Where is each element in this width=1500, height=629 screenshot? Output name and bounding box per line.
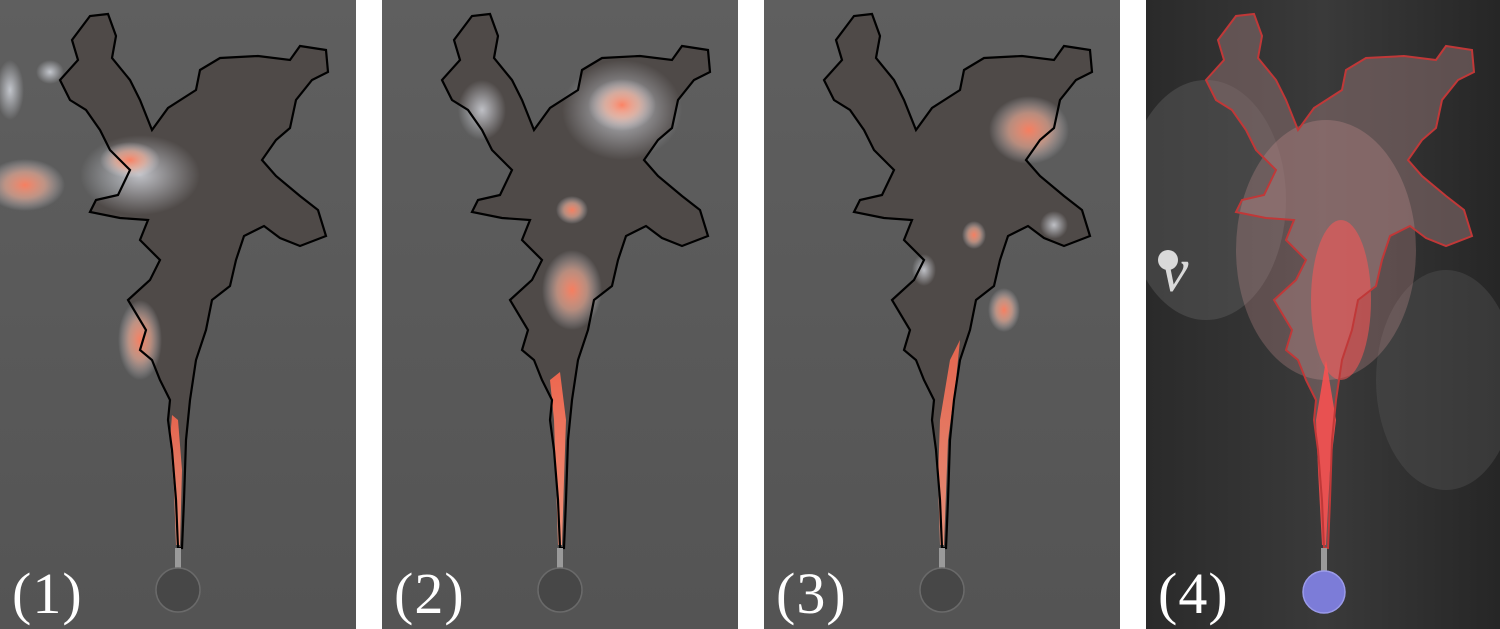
panel-4-image [1146,0,1500,629]
velocity-symbol: v [1160,234,1189,305]
panel-4: v (4) [1146,0,1500,629]
panel-3-image [764,0,1120,629]
panel-label: (2) [394,561,465,626]
panel-label: (4) [1158,561,1229,626]
v-dot [1158,250,1178,270]
panel-1-image [0,0,356,629]
panel-1: (1) [0,0,356,629]
panel-2-image [382,0,738,629]
panel-label: (1) [12,561,83,626]
source-marker [1302,570,1346,614]
panel-label: (3) [776,561,847,626]
panel-2: (2) [382,0,738,629]
panel-3: (3) [764,0,1120,629]
